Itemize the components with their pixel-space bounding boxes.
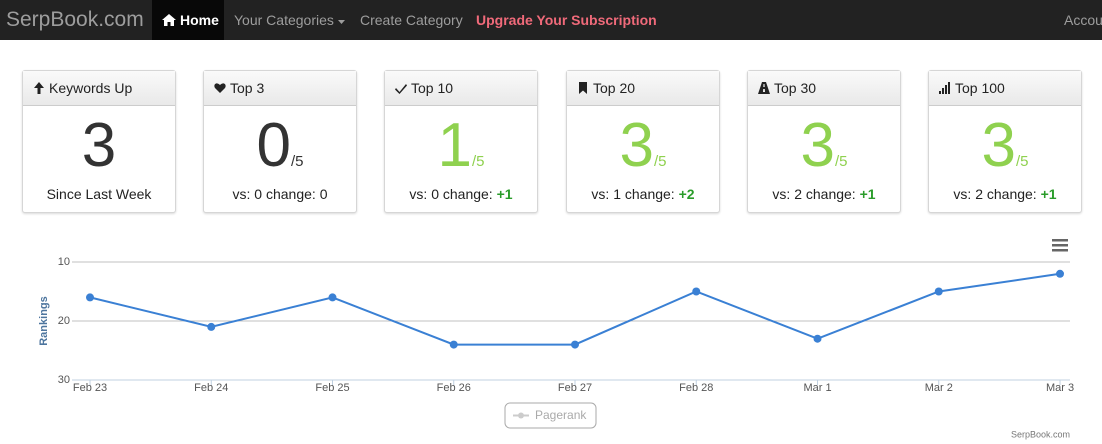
legend-box	[504, 402, 597, 429]
y-tick-label: 10	[58, 256, 70, 268]
stat-card: Top 30 3/5 vs: 2 change: +1	[747, 70, 901, 213]
card-change: +1	[859, 186, 876, 202]
card-suffix: /5	[1015, 153, 1029, 170]
card-header: Top 20	[567, 71, 719, 106]
card-footer-text: vs: 2 change:	[772, 186, 856, 202]
y-tick-label: 30	[58, 374, 70, 386]
card-title: Top 3	[230, 80, 265, 96]
point	[449, 340, 458, 349]
stat-card: Top 10 1/5 vs: 0 change: +1	[384, 70, 538, 213]
card-body: 3	[23, 110, 175, 180]
card-icon	[579, 82, 587, 94]
x-tick-label: Feb 28	[679, 382, 713, 394]
card-change: 0	[319, 186, 328, 202]
card-value: 1	[437, 111, 472, 180]
nav-categories-text: Your Categories	[234, 12, 334, 28]
point	[813, 334, 822, 343]
card-body: 0/5	[204, 110, 356, 180]
card-footer-text: vs: 1 change:	[591, 186, 675, 202]
line	[89, 272, 1061, 346]
home-icon	[162, 14, 176, 26]
card-value: 0	[256, 111, 291, 180]
x-tick-label: Feb 23	[73, 382, 107, 394]
card-footer: vs: 0 change: 0	[204, 186, 356, 202]
card-footer-text: vs: 0 change:	[232, 186, 316, 202]
card-value: 3	[619, 111, 654, 180]
card-value: 3	[800, 111, 835, 180]
nav-categories[interactable]: Your Categories	[234, 0, 346, 40]
card-body: 3/5	[748, 110, 900, 180]
card-suffix: /5	[471, 153, 485, 170]
credit[interactable]: SerpBook.com	[1011, 429, 1070, 439]
card-header: Top 10	[385, 71, 537, 106]
x-tick-label: Feb 25	[315, 382, 349, 394]
card-icon	[214, 83, 226, 93]
brand[interactable]: SerpBook.com	[6, 8, 144, 31]
point	[692, 287, 701, 296]
x-tick-label: Feb 24	[194, 382, 228, 394]
stat-card: Top 100 3/5 vs: 2 change: +1	[928, 70, 1082, 213]
nav-upgrade[interactable]: Upgrade Your Subscription	[476, 12, 657, 28]
card-title: Top 30	[774, 80, 817, 96]
card-footer: vs: 0 change: +1	[385, 186, 537, 202]
card-title: Top 10	[411, 80, 454, 96]
card-suffix: /5	[834, 153, 848, 170]
card-header: Keywords Up	[23, 71, 175, 106]
card-footer-text: vs: 0 change:	[409, 186, 493, 202]
card-icon	[395, 84, 407, 94]
nav-home-text: Home	[180, 12, 219, 28]
card-change: +1	[1040, 186, 1057, 202]
card-value: 3	[81, 111, 117, 180]
card-title: Top 100	[955, 80, 1005, 96]
point	[86, 293, 94, 302]
card-change: +1	[496, 186, 513, 202]
card-change: +2	[678, 186, 695, 202]
x-tick-label: Mar 3	[1046, 382, 1074, 394]
card-header: Top 3	[204, 71, 356, 106]
card-footer: Since Last Week	[23, 186, 175, 202]
card-icon	[939, 82, 950, 94]
card-header: Top 100	[929, 71, 1081, 106]
card-footer: vs: 2 change: +1	[929, 186, 1081, 202]
stat-card: Top 3 0/5 vs: 0 change: 0	[203, 70, 357, 213]
legend-symbol-dot	[518, 412, 524, 419]
card-icon	[34, 82, 44, 94]
card-suffix: /5	[290, 153, 304, 170]
x-tick-label: Feb 27	[558, 382, 592, 394]
x-tick-label: Mar 2	[925, 382, 953, 394]
menu-icon[interactable]	[1052, 239, 1068, 252]
point	[207, 322, 216, 331]
card-body: 3/5	[567, 110, 719, 180]
stat-card: Top 20 3/5 vs: 1 change: +2	[566, 70, 720, 213]
card-title: Top 20	[593, 80, 636, 96]
x-tick-label: Mar 1	[803, 382, 831, 394]
card-title: Keywords Up	[49, 80, 133, 96]
navbar: SerpBook.com Home Your Categories Create…	[0, 0, 1102, 40]
card-value: 3	[981, 111, 1016, 180]
x-tick-label: Feb 26	[437, 382, 471, 394]
stat-card: Keywords Up 3 Since Last Week	[22, 70, 176, 213]
y-tick-label: 20	[58, 315, 70, 327]
point	[934, 287, 943, 296]
card-footer: vs: 2 change: +1	[748, 186, 900, 202]
point	[328, 293, 337, 302]
legend-label[interactable]: Pagerank	[535, 408, 587, 422]
nav-account[interactable]: Account	[1064, 12, 1102, 28]
nav-home[interactable]: Home	[152, 0, 224, 40]
card-suffix: /5	[653, 153, 667, 170]
y-axis-label: Rankings	[38, 296, 50, 346]
nav-create[interactable]: Create Category	[360, 12, 463, 28]
card-footer: vs: 1 change: +2	[567, 186, 719, 202]
card-body: 1/5	[385, 110, 537, 180]
card-icon	[758, 82, 770, 94]
card-footer-text: Since Last Week	[46, 186, 152, 202]
caret	[337, 20, 345, 24]
card-header: Top 30	[748, 71, 900, 106]
card-footer-text: vs: 2 change:	[953, 186, 1037, 202]
point	[1056, 269, 1064, 278]
card-body: 3/5	[929, 110, 1081, 180]
point	[571, 340, 579, 349]
